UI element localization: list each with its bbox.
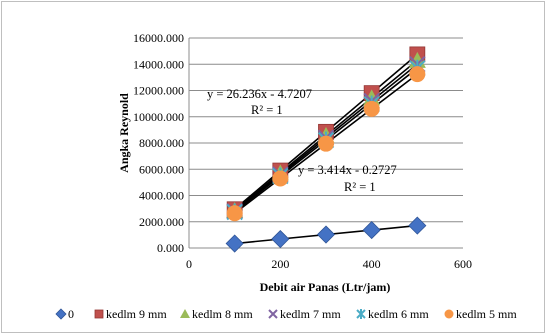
data-point xyxy=(271,229,290,249)
data-point xyxy=(408,216,427,235)
annotation-equation-upper: y = 26.236x - 4.7207 xyxy=(207,87,312,101)
legend: 0 kedlm 9 mm kedlm 8 mm kedlm 7 mm kedlm 6 m… xyxy=(55,307,517,321)
legend-marker xyxy=(444,309,454,319)
data-point xyxy=(226,205,243,222)
y-tick-labels: 0.000 2000.000 4000.000 6000.000 8000.000 100… xyxy=(133,31,184,255)
legend-label: kedlm 8 mm xyxy=(192,307,253,321)
legend-marker xyxy=(55,308,67,320)
y-tick-label: 10000.000 xyxy=(133,110,184,124)
x-tick-labels: 0 200 400 600 xyxy=(186,257,472,271)
y-tick-label: 4000.000 xyxy=(139,189,184,203)
x-tick-label: 600 xyxy=(454,257,472,271)
y-axis-title: Angka Reynold xyxy=(117,93,131,173)
y-tick-label: 16000.000 xyxy=(133,31,184,45)
legend-marker xyxy=(356,309,366,319)
annotation-r2-upper: R² = 1 xyxy=(251,103,283,117)
x-tick-label: 0 xyxy=(186,257,192,271)
x-tick-label: 400 xyxy=(363,257,381,271)
legend-label: kedlm 6 mm xyxy=(368,307,429,321)
x-tick-label: 200 xyxy=(271,257,289,271)
data-point xyxy=(363,100,380,117)
legend-label: kedlm 5 mm xyxy=(456,307,517,321)
annotation-r2-lower: R² = 1 xyxy=(344,180,376,194)
legend-marker xyxy=(94,309,104,319)
y-tick-label: 12000.000 xyxy=(133,84,184,98)
data-point xyxy=(272,170,289,187)
data-point xyxy=(225,234,244,253)
y-tick-label: 6000.000 xyxy=(139,162,184,176)
legend-label: kedlm 7 mm xyxy=(280,307,341,321)
y-tick-label: 8000.000 xyxy=(139,136,184,150)
y-tick-label: 14000.000 xyxy=(133,57,184,71)
data-markers xyxy=(225,46,427,253)
data-point xyxy=(362,221,381,240)
x-axis-title: Debit air Panas (Ltr/jam) xyxy=(260,280,391,294)
annotation-equation-lower: y = 3.414x - 0.2727 xyxy=(298,163,397,177)
y-tick-label: 0.000 xyxy=(157,241,184,255)
y-tick-label: 2000.000 xyxy=(139,215,184,229)
legend-label: 0 xyxy=(68,307,74,321)
data-point xyxy=(316,225,336,244)
legend-marker xyxy=(268,309,278,319)
legend-marker xyxy=(180,309,190,318)
data-point xyxy=(318,135,334,152)
data-point xyxy=(409,66,426,83)
gridlines xyxy=(189,37,463,223)
legend-label: kedlm 9 mm xyxy=(106,307,167,321)
